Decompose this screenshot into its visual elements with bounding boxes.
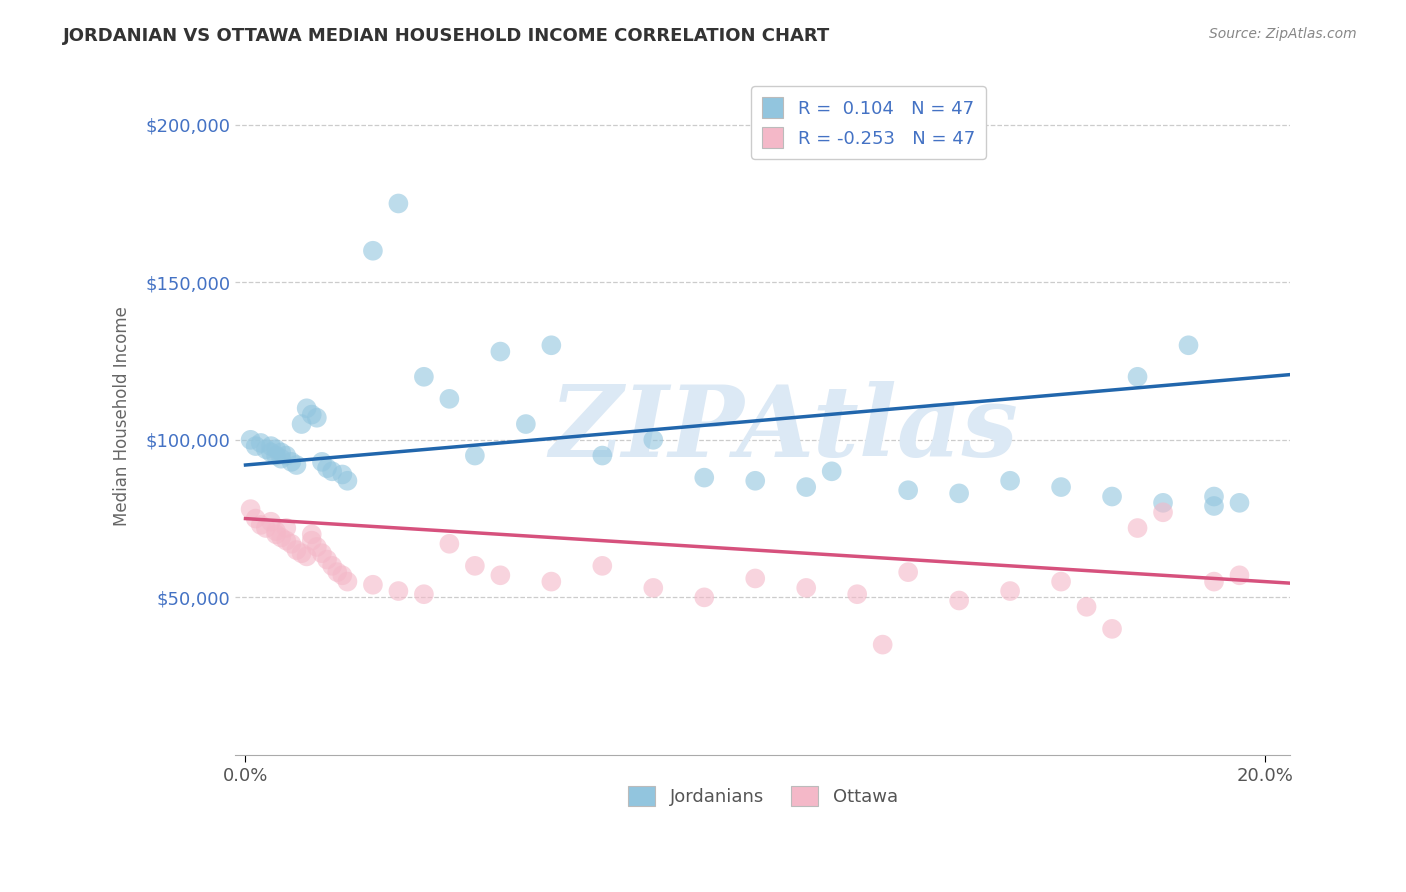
Point bbox=[540, 338, 562, 352]
Point bbox=[264, 449, 287, 463]
Point bbox=[846, 587, 869, 601]
Point bbox=[270, 445, 292, 459]
Point bbox=[1152, 496, 1174, 510]
Point bbox=[330, 568, 353, 582]
Point bbox=[439, 392, 461, 406]
Point bbox=[301, 408, 323, 422]
Point bbox=[254, 521, 277, 535]
Point bbox=[264, 442, 287, 457]
Point bbox=[948, 593, 970, 607]
Point bbox=[301, 527, 323, 541]
Point bbox=[249, 517, 271, 532]
Point bbox=[412, 587, 434, 601]
Point bbox=[1076, 599, 1098, 614]
Point bbox=[270, 451, 292, 466]
Point bbox=[239, 433, 262, 447]
Point bbox=[872, 638, 894, 652]
Point bbox=[794, 581, 817, 595]
Point bbox=[321, 464, 343, 478]
Point bbox=[744, 571, 766, 585]
Point bbox=[1101, 490, 1123, 504]
Point bbox=[1050, 480, 1073, 494]
Point bbox=[489, 568, 512, 582]
Point bbox=[285, 543, 308, 558]
Point bbox=[1229, 568, 1251, 582]
Point bbox=[305, 410, 328, 425]
Point bbox=[643, 581, 665, 595]
Point bbox=[276, 449, 298, 463]
Point bbox=[336, 474, 359, 488]
Point bbox=[260, 515, 283, 529]
Point bbox=[260, 445, 283, 459]
Point bbox=[591, 558, 613, 573]
Point bbox=[295, 401, 318, 416]
Point bbox=[515, 417, 537, 431]
Point bbox=[245, 511, 267, 525]
Point bbox=[316, 461, 339, 475]
Point bbox=[998, 584, 1021, 599]
Point bbox=[361, 244, 384, 258]
Point bbox=[464, 449, 486, 463]
Point bbox=[301, 533, 323, 548]
Point bbox=[336, 574, 359, 589]
Point bbox=[1202, 574, 1225, 589]
Point bbox=[591, 449, 613, 463]
Point bbox=[280, 455, 302, 469]
Point bbox=[326, 565, 349, 579]
Point bbox=[794, 480, 817, 494]
Point bbox=[330, 467, 353, 482]
Point bbox=[361, 578, 384, 592]
Point bbox=[311, 546, 333, 560]
Point bbox=[1177, 338, 1199, 352]
Y-axis label: Median Household Income: Median Household Income bbox=[114, 306, 131, 526]
Point bbox=[285, 458, 308, 472]
Text: JORDANIAN VS OTTAWA MEDIAN HOUSEHOLD INCOME CORRELATION CHART: JORDANIAN VS OTTAWA MEDIAN HOUSEHOLD INC… bbox=[63, 27, 831, 45]
Point bbox=[321, 558, 343, 573]
Point bbox=[744, 474, 766, 488]
Point bbox=[387, 196, 409, 211]
Point bbox=[270, 531, 292, 545]
Point bbox=[412, 369, 434, 384]
Point bbox=[316, 552, 339, 566]
Point bbox=[295, 549, 318, 564]
Text: Source: ZipAtlas.com: Source: ZipAtlas.com bbox=[1209, 27, 1357, 41]
Point bbox=[249, 436, 271, 450]
Point bbox=[276, 521, 298, 535]
Point bbox=[264, 527, 287, 541]
Point bbox=[1202, 499, 1225, 513]
Point bbox=[387, 584, 409, 599]
Point bbox=[254, 442, 277, 457]
Point bbox=[276, 533, 298, 548]
Point bbox=[290, 546, 312, 560]
Point bbox=[1101, 622, 1123, 636]
Point bbox=[239, 502, 262, 516]
Text: ZIPAtlas: ZIPAtlas bbox=[550, 382, 1018, 478]
Point bbox=[1050, 574, 1073, 589]
Point bbox=[305, 540, 328, 554]
Point bbox=[821, 464, 844, 478]
Point bbox=[1126, 521, 1149, 535]
Point bbox=[897, 483, 920, 498]
Point bbox=[998, 474, 1021, 488]
Point bbox=[693, 470, 716, 484]
Point bbox=[643, 433, 665, 447]
Point bbox=[1152, 505, 1174, 519]
Point bbox=[540, 574, 562, 589]
Point bbox=[290, 417, 312, 431]
Point bbox=[464, 558, 486, 573]
Point bbox=[439, 537, 461, 551]
Point bbox=[693, 591, 716, 605]
Point bbox=[260, 439, 283, 453]
Point bbox=[1126, 369, 1149, 384]
Point bbox=[489, 344, 512, 359]
Legend: Jordanians, Ottawa: Jordanians, Ottawa bbox=[621, 779, 905, 814]
Point bbox=[897, 565, 920, 579]
Point bbox=[311, 455, 333, 469]
Point bbox=[1202, 490, 1225, 504]
Point bbox=[280, 537, 302, 551]
Point bbox=[1229, 496, 1251, 510]
Point bbox=[245, 439, 267, 453]
Point bbox=[264, 524, 287, 538]
Point bbox=[948, 486, 970, 500]
